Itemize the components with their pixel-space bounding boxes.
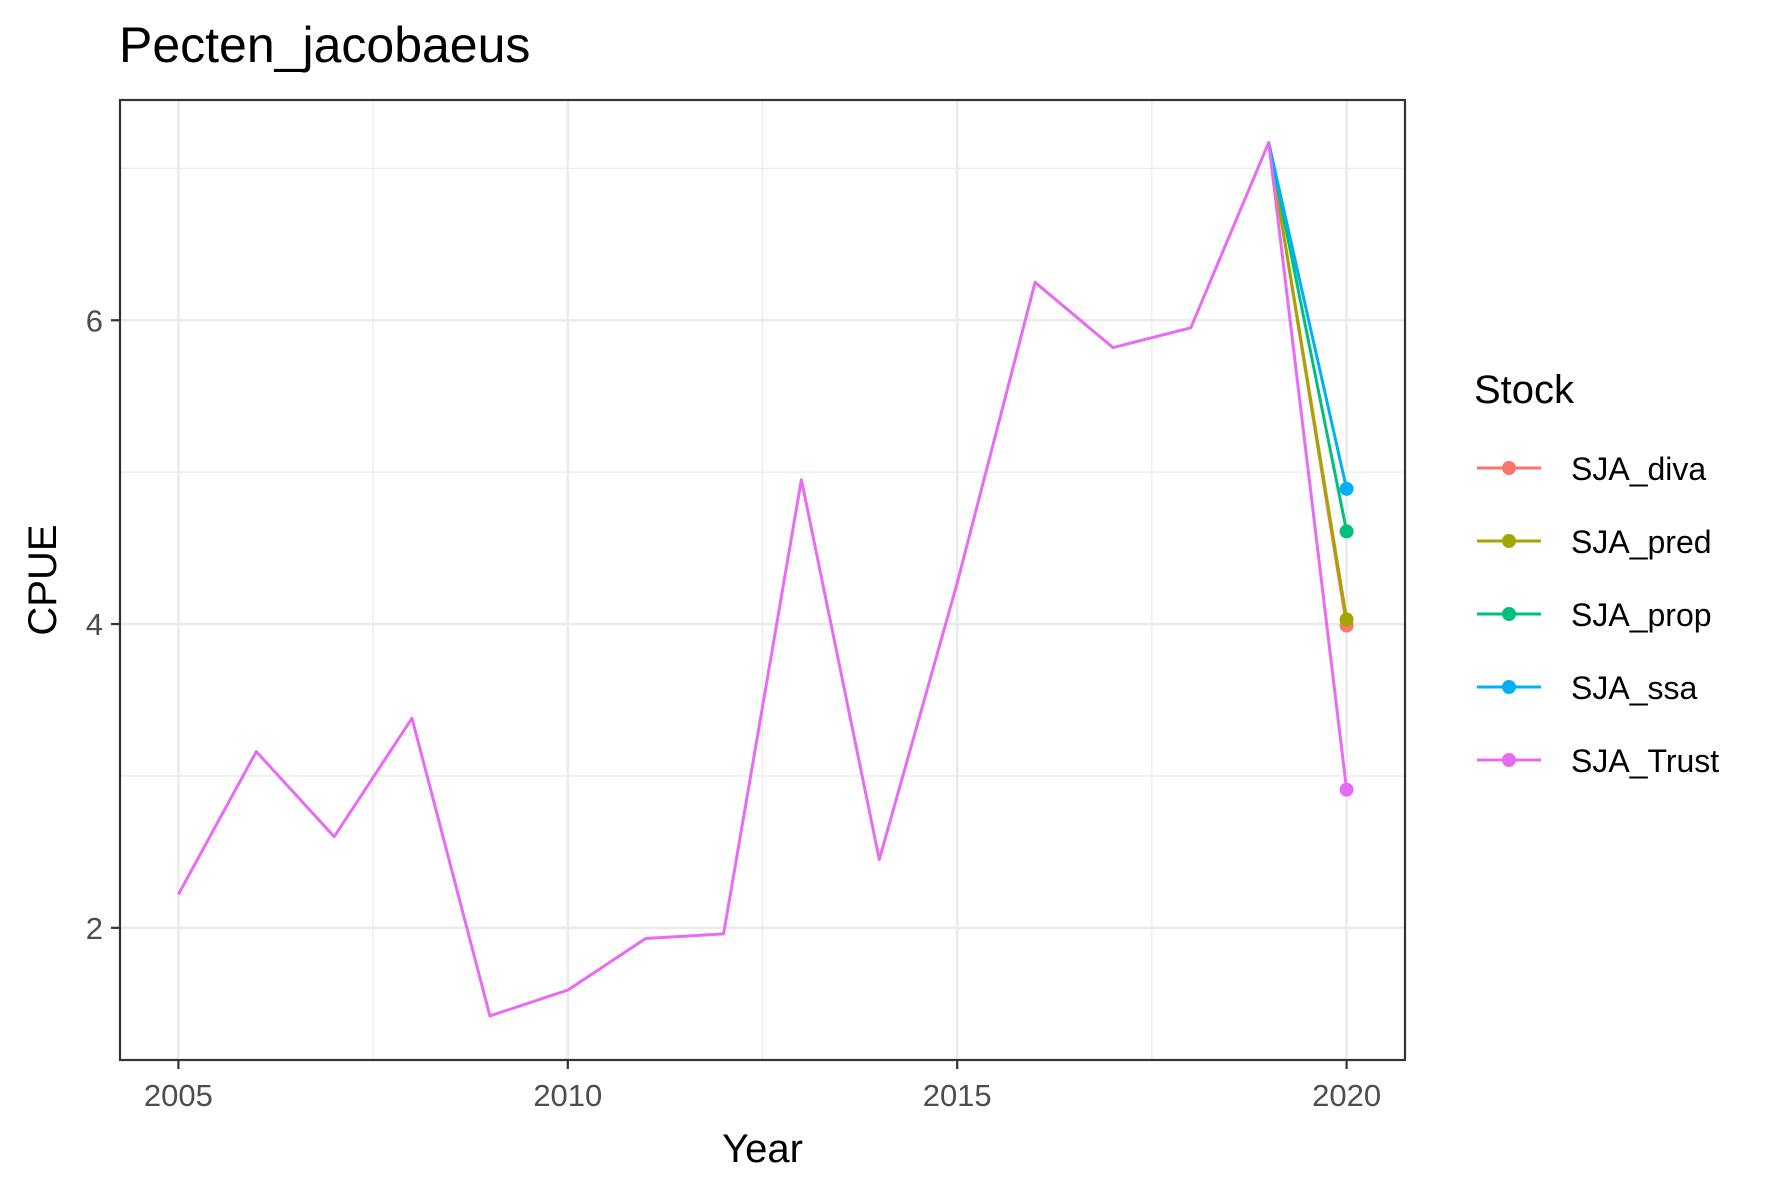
legend-label-SJA_pred: SJA_pred — [1571, 524, 1712, 560]
legend-key-point-SJA_pred — [1502, 534, 1516, 548]
axes: 2005 2010 2015 2020 2 4 6 — [86, 303, 1381, 1113]
legend-label-SJA_diva: SJA_diva — [1571, 451, 1706, 487]
legend-items: SJA_diva SJA_pred SJA_prop SJA_ssa SJA_Trust — [1477, 451, 1719, 779]
legend-key-point-SJA_prop — [1502, 607, 1516, 621]
x-tick-label: 2015 — [923, 1078, 992, 1113]
legend-label-SJA_Trust: SJA_Trust — [1571, 743, 1719, 779]
plot-panel-border — [118, 98, 1407, 1062]
data-point-SJA_ssa — [1339, 481, 1354, 496]
series-lines — [177, 141, 1349, 1018]
legend-label-SJA_ssa: SJA_ssa — [1571, 670, 1697, 706]
y-tick-label: 6 — [86, 303, 103, 338]
legend-key-point-SJA_diva — [1502, 461, 1516, 475]
legend-label-SJA_prop: SJA_prop — [1571, 597, 1712, 633]
series-line-SJA_ssa — [1267, 142, 1349, 490]
legend-key-point-SJA_Trust — [1502, 753, 1516, 767]
x-tick-label: 2010 — [533, 1078, 602, 1113]
series-line-SJA_Trust — [177, 141, 1349, 1018]
y-axis-title: CPUE — [21, 524, 65, 635]
series-points — [1339, 481, 1354, 797]
legend-title: Stock — [1474, 368, 1575, 412]
x-tick-label: 2005 — [144, 1078, 213, 1113]
y-tick-label: 4 — [86, 607, 103, 642]
data-point-SJA_Trust — [1339, 782, 1354, 797]
chart-title: Pecten_jacobaeus — [119, 17, 530, 73]
x-axis-title: Year — [722, 1127, 803, 1171]
data-point-SJA_pred — [1339, 612, 1354, 627]
series-line-SJA_pred — [1267, 142, 1349, 620]
x-tick-label: 2020 — [1312, 1078, 1381, 1113]
y-tick-label: 2 — [86, 911, 103, 946]
data-point-SJA_prop — [1339, 524, 1354, 539]
legend: Stock SJA_divaSJA_predSJA_propSJA_ssaSJA… — [1474, 368, 1719, 779]
legend-key-point-SJA_ssa — [1502, 680, 1516, 694]
series-line-SJA_prop — [1267, 142, 1349, 532]
